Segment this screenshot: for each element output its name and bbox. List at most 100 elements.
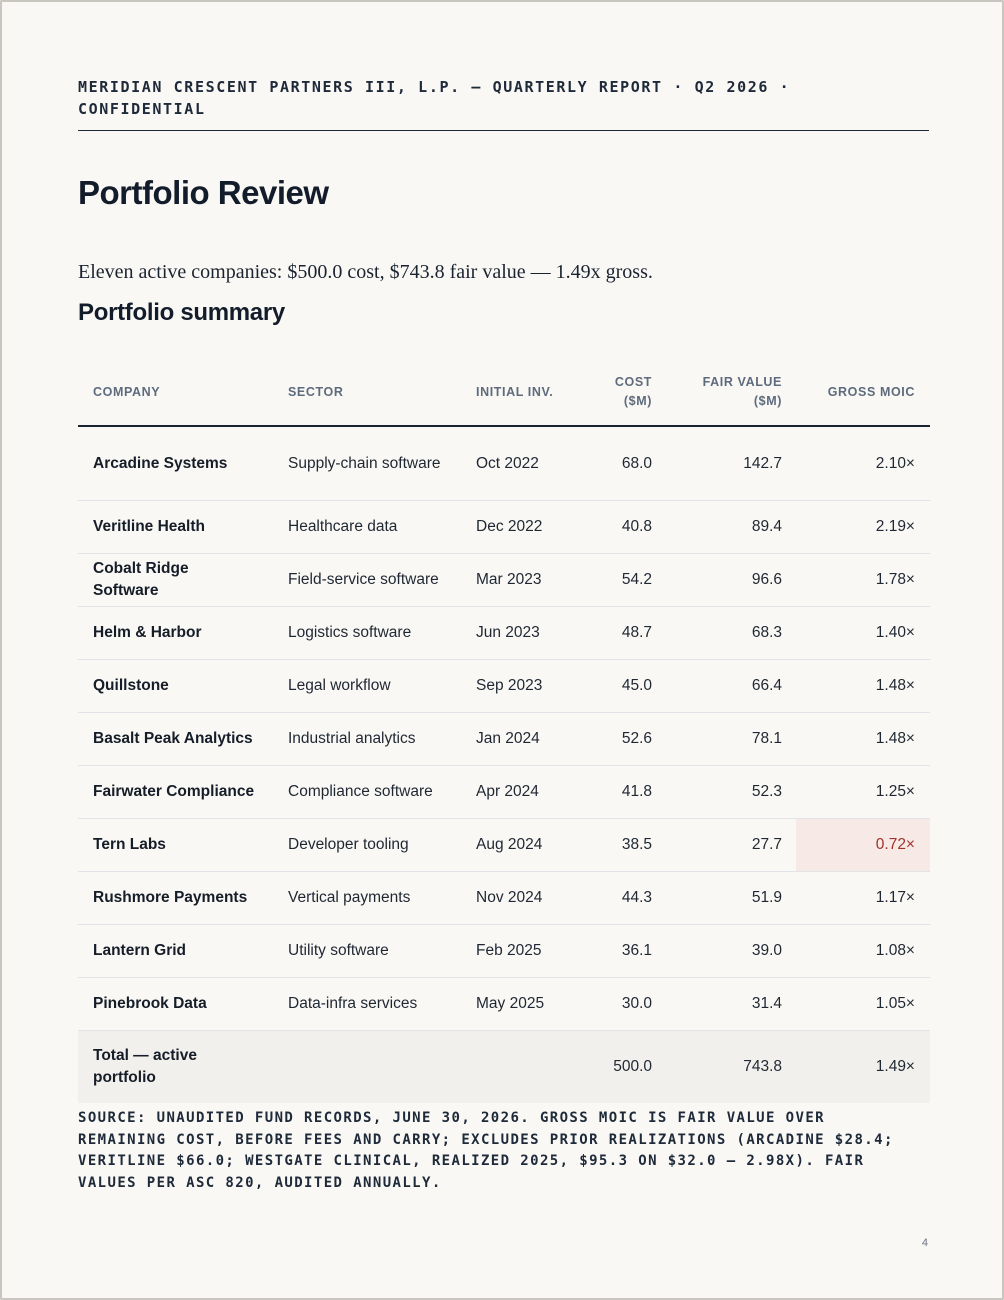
sector: Healthcare data	[273, 500, 461, 554]
cost-value: 40.8	[571, 500, 656, 554]
company-name: Tern Labs	[78, 818, 273, 872]
summary-lede: Eleven active companies: $500.0 cost, $7…	[78, 261, 653, 283]
fair-value: 39.0	[656, 924, 796, 978]
initial-investment-date: Mar 2023	[461, 553, 571, 607]
gross-moic: 1.78×	[796, 553, 930, 607]
gross-moic: 1.48×	[796, 712, 930, 766]
source-note: Source: unaudited fund records, June 30,…	[78, 1110, 894, 1191]
fair-value: 89.4	[656, 500, 796, 554]
header-rule	[78, 130, 929, 131]
table-row: Basalt Peak Analytics Industrial analyti…	[78, 712, 930, 766]
running-head: MERIDIAN CRESCENT PARTNERS III, L.P. — Q…	[78, 78, 791, 118]
company-name: Quillstone	[78, 659, 273, 713]
cost-value: 44.3	[571, 871, 656, 925]
table-header-row: COMPANY SECTOR INITIAL INV. COST ($M) FA…	[78, 359, 930, 427]
gross-moic: 1.25×	[796, 765, 930, 819]
fair-value: 66.4	[656, 659, 796, 713]
fair-value: 68.3	[656, 606, 796, 660]
table-row: Veritline Health Healthcare data Dec 202…	[78, 500, 930, 554]
cost-value: 45.0	[571, 659, 656, 713]
fair-value: 27.7	[656, 818, 796, 872]
total-fair-value: 743.8	[656, 1030, 796, 1103]
sector: Developer tooling	[273, 818, 461, 872]
fair-value: 142.7	[656, 426, 796, 501]
company-name: Basalt Peak Analytics	[78, 712, 273, 766]
total-gross-moic: 1.49×	[796, 1030, 930, 1103]
column-header-gross-moic: GROSS MOIC	[796, 359, 930, 427]
initial-investment-date: Nov 2024	[461, 871, 571, 925]
company-name: Lantern Grid	[78, 924, 273, 978]
gross-moic: 1.17×	[796, 871, 930, 925]
sector: Legal workflow	[273, 659, 461, 713]
sector: Logistics software	[273, 606, 461, 660]
table-row: Quillstone Legal workflow Sep 2023 45.0 …	[78, 659, 930, 713]
gross-moic-flagged: 0.72×	[796, 818, 930, 872]
cost-value: 68.0	[571, 426, 656, 501]
table-row: Fairwater Compliance Compliance software…	[78, 765, 930, 819]
section-title: Portfolio summary	[78, 299, 285, 326]
initial-investment-date: Jun 2023	[461, 606, 571, 660]
fair-value: 78.1	[656, 712, 796, 766]
initial-investment-date: Sep 2023	[461, 659, 571, 713]
total-row: Total — active portfolio 500.0 743.8 1.4…	[78, 1030, 930, 1103]
gross-moic: 1.05×	[796, 977, 930, 1031]
initial-investment-date: Feb 2025	[461, 924, 571, 978]
table-row: Lantern Grid Utility software Feb 2025 3…	[78, 924, 930, 978]
cost-value: 38.5	[571, 818, 656, 872]
total-date-empty	[461, 1030, 571, 1103]
column-header-fair-value: FAIR VALUE ($M)	[656, 359, 796, 427]
company-name: Fairwater Compliance	[78, 765, 273, 819]
sector: Field-service software	[273, 553, 461, 607]
sector: Supply-chain software	[273, 426, 461, 501]
column-header-company: COMPANY	[78, 359, 273, 427]
initial-investment-date: Apr 2024	[461, 765, 571, 819]
table-row: Pinebrook Data Data-infra services May 2…	[78, 977, 930, 1031]
initial-investment-date: Oct 2022	[461, 426, 571, 501]
column-header-sector: SECTOR	[273, 359, 461, 427]
gross-moic: 1.08×	[796, 924, 930, 978]
column-header-cost: COST ($M)	[571, 359, 656, 427]
cost-value: 48.7	[571, 606, 656, 660]
fair-value: 51.9	[656, 871, 796, 925]
cost-value: 36.1	[571, 924, 656, 978]
table-row: Tern Labs Developer tooling Aug 2024 38.…	[78, 818, 930, 872]
cost-value: 30.0	[571, 977, 656, 1031]
fair-value: 96.6	[656, 553, 796, 607]
page-title: Portfolio Review	[78, 174, 329, 211]
company-name: Cobalt Ridge Software	[78, 553, 273, 607]
sector: Compliance software	[273, 765, 461, 819]
sector: Data-infra services	[273, 977, 461, 1031]
fair-value: 52.3	[656, 765, 796, 819]
company-name: Pinebrook Data	[78, 977, 273, 1031]
total-sector-empty	[273, 1030, 461, 1103]
table-row: Helm & Harbor Logistics software Jun 202…	[78, 606, 930, 660]
cost-value: 41.8	[571, 765, 656, 819]
gross-moic: 2.19×	[796, 500, 930, 554]
sector: Industrial analytics	[273, 712, 461, 766]
company-name: Veritline Health	[78, 500, 273, 554]
cost-value: 54.2	[571, 553, 656, 607]
portfolio-summary-table: COMPANY SECTOR INITIAL INV. COST ($M) FA…	[78, 359, 930, 1103]
company-name: Rushmore Payments	[78, 871, 273, 925]
sector: Utility software	[273, 924, 461, 978]
company-name: Helm & Harbor	[78, 606, 273, 660]
cost-value: 52.6	[571, 712, 656, 766]
fair-value: 31.4	[656, 977, 796, 1031]
company-name: Arcadine Systems	[78, 426, 273, 501]
gross-moic: 1.48×	[796, 659, 930, 713]
table-row: Cobalt Ridge Software Field-service soft…	[78, 553, 930, 607]
page-number: 4	[921, 1237, 928, 1249]
initial-investment-date: Jan 2024	[461, 712, 571, 766]
gross-moic: 2.10×	[796, 426, 930, 501]
total-label: Total — active portfolio	[78, 1030, 273, 1103]
column-header-initial-inv: INITIAL INV.	[461, 359, 571, 427]
sector: Vertical payments	[273, 871, 461, 925]
total-cost: 500.0	[571, 1030, 656, 1103]
initial-investment-date: Dec 2022	[461, 500, 571, 554]
table-row: Arcadine Systems Supply-chain software O…	[78, 426, 930, 501]
table-row: Rushmore Payments Vertical payments Nov …	[78, 871, 930, 925]
initial-investment-date: Aug 2024	[461, 818, 571, 872]
gross-moic: 1.40×	[796, 606, 930, 660]
initial-investment-date: May 2025	[461, 977, 571, 1031]
